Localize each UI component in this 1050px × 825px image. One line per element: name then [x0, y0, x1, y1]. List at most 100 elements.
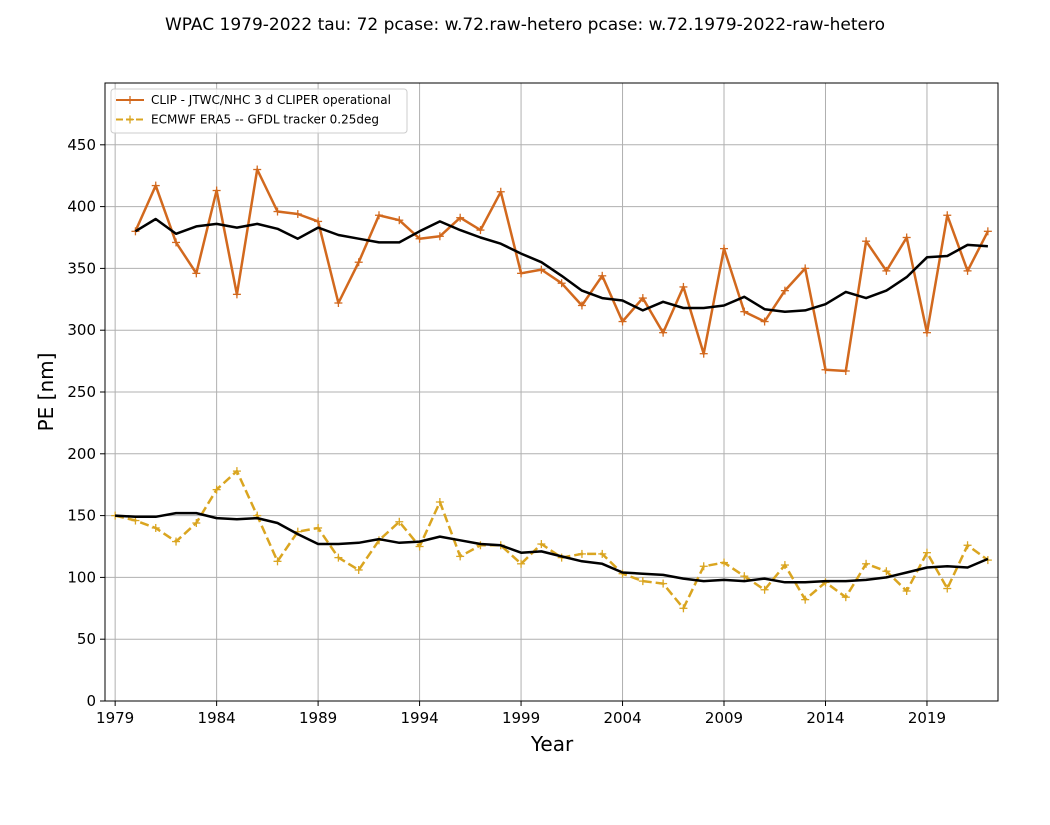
data-point — [821, 365, 830, 374]
data-point — [841, 366, 850, 375]
data-point — [882, 567, 891, 576]
data-point — [151, 523, 160, 532]
series-3 — [115, 511, 989, 584]
x-tick-label: 2014 — [806, 709, 844, 727]
data-point — [862, 237, 871, 246]
data-point — [435, 232, 444, 241]
data-point — [659, 328, 668, 337]
x-tick-label: 1999 — [502, 709, 540, 727]
data-point — [740, 307, 749, 316]
y-tick-label: 450 — [67, 136, 96, 154]
data-point — [618, 317, 627, 326]
series-line — [115, 511, 989, 584]
data-point — [922, 548, 931, 557]
data-point — [172, 537, 181, 546]
data-point — [679, 282, 688, 291]
data-point — [801, 595, 810, 604]
legend-label: CLIP - JTWC/NHC 3 d CLIPER operational — [151, 93, 391, 107]
ticks: 1979 1984 1989 1994 1999 2004 2009 2014 2019 0 50 1… — [67, 136, 946, 727]
data-point — [314, 217, 323, 226]
data-point — [192, 269, 201, 278]
data-point — [882, 266, 891, 275]
y-tick-label: 350 — [67, 259, 96, 277]
x-axis-label: Year — [530, 732, 574, 756]
y-axis-label: PE [nm] — [34, 353, 58, 432]
data-point — [963, 541, 972, 550]
data-point — [598, 549, 607, 558]
chart-title: WPAC 1979-2022 tau: 72 pcase: w.72.raw-h… — [165, 15, 885, 35]
data-point — [699, 562, 708, 571]
data-point — [253, 165, 262, 174]
legend-box — [110, 88, 408, 134]
data-point — [679, 604, 688, 613]
legend-entry: CLIP - JTWC/NHC 3 d CLIPER operational — [116, 93, 391, 107]
series-line — [134, 217, 988, 313]
data-point — [415, 542, 424, 551]
data-point — [395, 216, 404, 225]
data-point — [963, 266, 972, 275]
data-point — [557, 279, 566, 288]
data-point — [354, 565, 363, 574]
legend-entry: ECMWF ERA5 -- GFDL tracker 0.25deg — [116, 113, 379, 127]
data-point — [212, 485, 221, 494]
data-point — [212, 186, 221, 195]
series-0 — [131, 165, 992, 375]
data-point — [862, 559, 871, 568]
x-tick-label: 1979 — [96, 709, 134, 727]
data-point — [537, 540, 546, 549]
data-point — [841, 593, 850, 602]
data-point — [537, 265, 546, 274]
y-tick-label: 300 — [67, 321, 96, 339]
y-tick-label: 150 — [67, 507, 96, 525]
data-point — [273, 207, 282, 216]
x-tick-label: 2004 — [603, 709, 641, 727]
data-point — [577, 301, 586, 310]
data-point — [801, 264, 810, 273]
y-tick-label: 100 — [67, 568, 96, 586]
data-point — [760, 317, 769, 326]
data-point — [577, 549, 586, 558]
data-point — [638, 294, 647, 303]
y-tick-label: 400 — [67, 198, 96, 216]
data-point — [780, 561, 789, 570]
series-layer — [111, 165, 992, 613]
data-point — [659, 579, 668, 588]
data-point — [374, 211, 383, 220]
data-point — [517, 559, 526, 568]
data-point — [172, 238, 181, 247]
data-point — [354, 258, 363, 267]
y-tick-label: 250 — [67, 383, 96, 401]
data-point — [517, 269, 526, 278]
data-point — [760, 585, 769, 594]
data-point — [415, 234, 424, 243]
data-point — [496, 187, 505, 196]
series-line — [114, 469, 989, 610]
data-point — [720, 244, 729, 253]
x-tick-label: 2009 — [705, 709, 743, 727]
data-point — [943, 211, 952, 220]
data-point — [902, 586, 911, 595]
data-point — [232, 467, 241, 476]
data-point — [314, 523, 323, 532]
data-point — [902, 233, 911, 242]
series-2 — [111, 467, 992, 613]
legend: CLIP - JTWC/NHC 3 d CLIPER operational EC… — [110, 88, 408, 134]
legend-label: ECMWF ERA5 -- GFDL tracker 0.25deg — [151, 113, 379, 127]
data-point — [232, 290, 241, 299]
data-point — [151, 181, 160, 190]
data-point — [699, 349, 708, 358]
data-point — [395, 517, 404, 526]
data-point — [334, 553, 343, 562]
y-tick-label: 50 — [77, 630, 96, 648]
data-point — [943, 584, 952, 593]
x-tick-label: 1994 — [400, 709, 438, 727]
data-point — [720, 558, 729, 567]
data-point — [456, 213, 465, 222]
data-point — [273, 557, 282, 566]
data-point — [740, 572, 749, 581]
data-point — [334, 299, 343, 308]
data-point — [983, 227, 992, 236]
x-tick-label: 2019 — [908, 709, 946, 727]
